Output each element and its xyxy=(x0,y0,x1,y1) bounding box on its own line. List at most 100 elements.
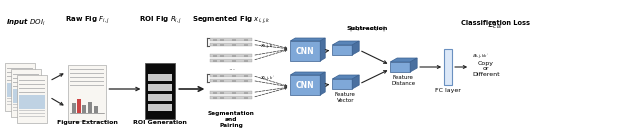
Polygon shape xyxy=(352,75,359,89)
Bar xyxy=(244,54,248,57)
Text: $|a_{i,j,k} - a_{i,j,k^{'}}|$: $|a_{i,j,k} - a_{i,j,k^{'}}|$ xyxy=(349,24,385,34)
Bar xyxy=(88,102,92,113)
Text: ROI Fig $R_{i,j}$: ROI Fig $R_{i,j}$ xyxy=(139,14,182,26)
Text: ...: ... xyxy=(228,63,235,72)
Bar xyxy=(244,43,248,46)
Bar xyxy=(19,87,45,89)
Bar xyxy=(13,89,40,103)
Bar xyxy=(390,62,410,72)
Bar xyxy=(232,59,236,62)
Bar xyxy=(19,95,45,109)
Text: Input $DOI_i$: Input $DOI_i$ xyxy=(6,17,45,28)
Bar xyxy=(232,79,236,82)
Polygon shape xyxy=(410,58,417,72)
Bar xyxy=(6,63,35,111)
Bar xyxy=(77,99,81,113)
Bar xyxy=(13,86,40,87)
Bar xyxy=(213,79,218,82)
Bar xyxy=(211,95,252,99)
Bar xyxy=(70,76,104,78)
Bar xyxy=(211,54,252,57)
Bar xyxy=(232,38,236,41)
Bar xyxy=(232,91,236,94)
Bar xyxy=(213,59,218,62)
Bar xyxy=(19,112,45,114)
Polygon shape xyxy=(320,38,325,61)
Polygon shape xyxy=(291,72,325,75)
Bar xyxy=(211,74,252,77)
Bar xyxy=(70,68,104,70)
Bar xyxy=(145,63,175,119)
Bar xyxy=(213,91,218,94)
Bar xyxy=(232,75,236,76)
Bar xyxy=(8,98,33,99)
Bar xyxy=(19,110,45,111)
Bar xyxy=(211,38,252,41)
Bar xyxy=(444,49,452,85)
Bar xyxy=(213,38,218,41)
Bar xyxy=(13,78,40,79)
Bar xyxy=(332,79,352,89)
Bar xyxy=(220,59,224,62)
Bar xyxy=(232,54,236,57)
Bar xyxy=(244,79,248,82)
Bar xyxy=(19,91,45,93)
Bar xyxy=(332,45,352,55)
Bar xyxy=(220,75,224,76)
Bar xyxy=(211,42,252,46)
Bar xyxy=(211,79,252,82)
Text: Segmented Fig $x_{i,j,k}$: Segmented Fig $x_{i,j,k}$ xyxy=(192,14,271,26)
Bar xyxy=(232,96,236,99)
Bar xyxy=(70,80,104,82)
Bar xyxy=(19,115,45,117)
Bar xyxy=(19,79,45,81)
Bar xyxy=(213,54,218,57)
Polygon shape xyxy=(332,41,359,45)
Bar xyxy=(148,84,172,91)
Bar xyxy=(72,103,76,113)
Bar xyxy=(8,75,33,77)
Text: Feature
Distance: Feature Distance xyxy=(391,75,415,86)
Bar xyxy=(148,104,172,111)
Bar xyxy=(148,74,172,81)
Text: $x_{i,j,k^{'}}$: $x_{i,j,k^{'}}$ xyxy=(260,74,275,84)
Text: $x_{i,j,k}$: $x_{i,j,k}$ xyxy=(260,42,274,52)
Text: CNN: CNN xyxy=(296,46,314,55)
Bar xyxy=(19,83,45,85)
Bar xyxy=(8,67,33,69)
Polygon shape xyxy=(332,75,359,79)
Text: $\mathcal{L}_{cls}$: $\mathcal{L}_{cls}$ xyxy=(487,19,503,31)
Bar xyxy=(8,79,33,81)
Text: Classification Loss: Classification Loss xyxy=(461,20,530,26)
Text: Copy
or
Different: Copy or Different xyxy=(472,61,500,77)
Bar xyxy=(13,82,40,83)
Bar xyxy=(220,54,224,57)
Text: Segmentation
and
Pairing: Segmentation and Pairing xyxy=(208,111,255,128)
Text: Subtraction: Subtraction xyxy=(346,26,388,31)
Bar xyxy=(8,100,33,102)
Bar xyxy=(244,38,248,41)
Bar xyxy=(94,106,99,113)
Polygon shape xyxy=(291,38,325,41)
Bar xyxy=(211,91,252,94)
Bar xyxy=(213,96,218,99)
Bar xyxy=(13,107,40,108)
Text: Feature
Vector: Feature Vector xyxy=(335,92,356,103)
Bar xyxy=(8,71,33,73)
Bar xyxy=(17,75,47,123)
Bar xyxy=(211,58,252,62)
Bar xyxy=(13,110,40,111)
Bar xyxy=(220,79,224,82)
Bar xyxy=(244,91,248,94)
Bar xyxy=(70,72,104,74)
Polygon shape xyxy=(390,58,417,62)
Bar xyxy=(220,96,224,99)
Bar xyxy=(232,43,236,46)
Bar xyxy=(244,59,248,62)
Bar xyxy=(8,83,33,97)
Text: CNN: CNN xyxy=(296,80,314,90)
Bar xyxy=(12,69,42,117)
Bar xyxy=(213,43,218,46)
Text: $a_{i,j,kk^{'}}$: $a_{i,j,kk^{'}}$ xyxy=(472,52,489,62)
Bar xyxy=(8,103,33,105)
